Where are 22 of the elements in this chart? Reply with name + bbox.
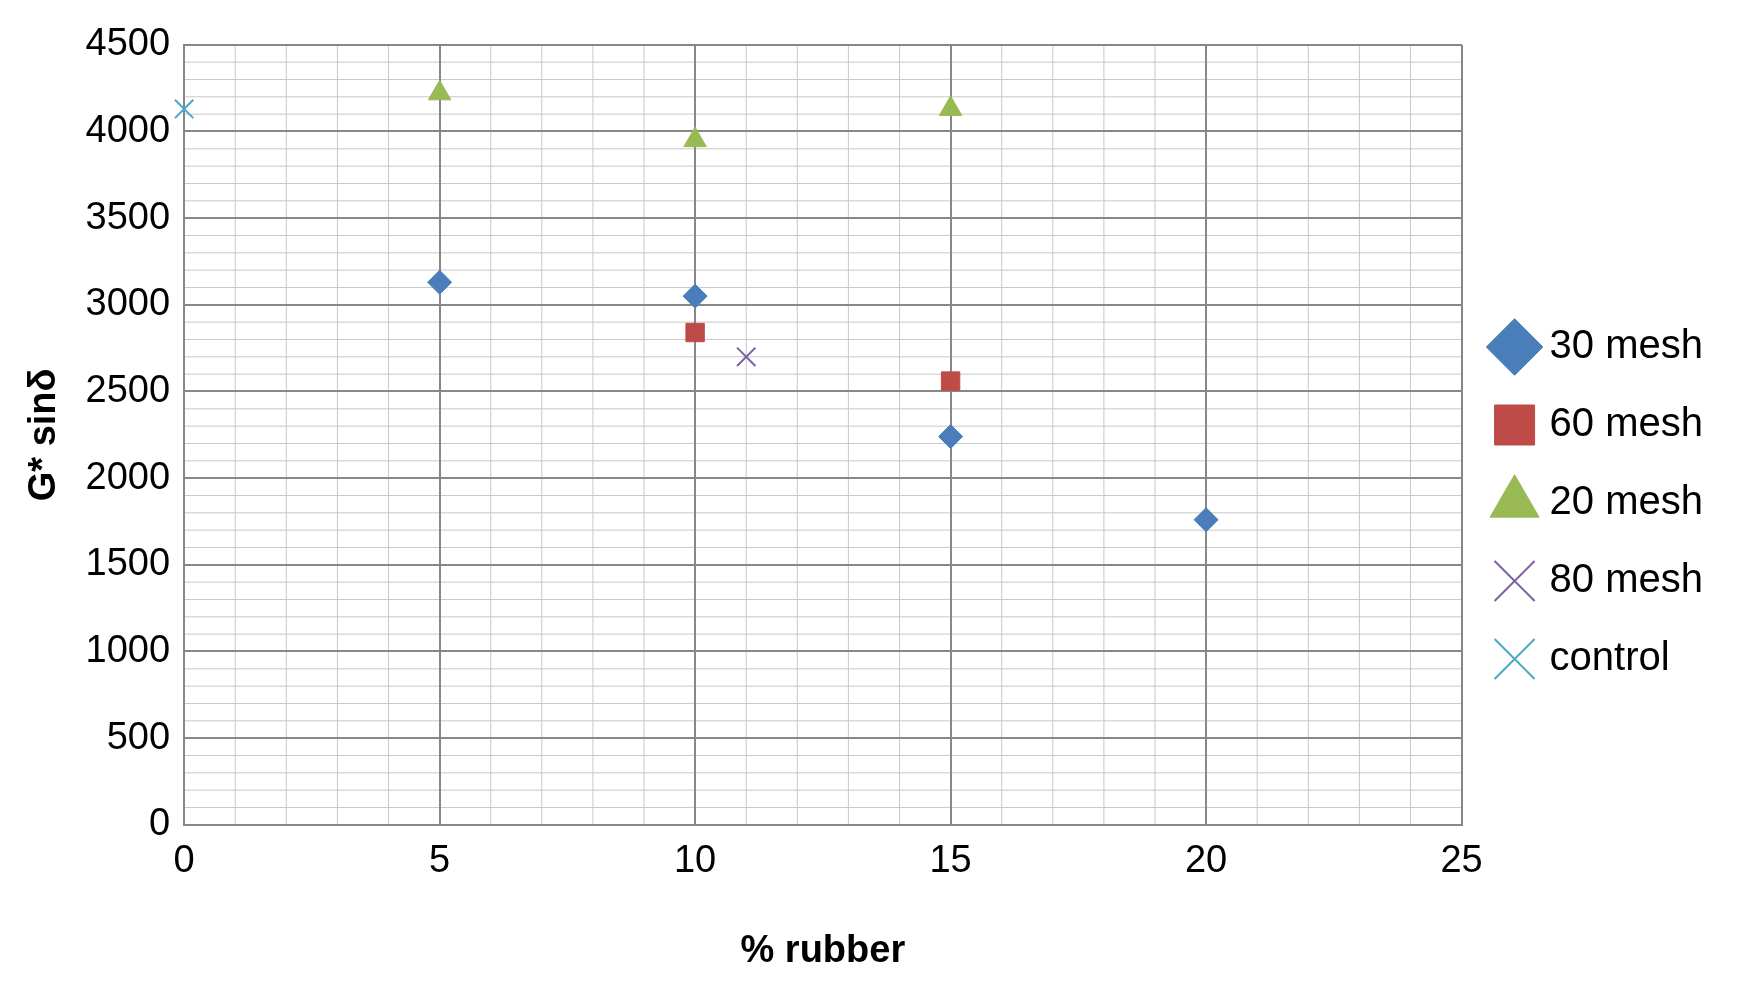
legend-label: 20 mesh — [1549, 478, 1703, 523]
y-tick-label: 1000 — [85, 627, 171, 670]
y-tick-label: 1500 — [85, 541, 171, 584]
y-tick-label: 2000 — [85, 454, 171, 497]
y-tick-label: 3000 — [85, 281, 171, 324]
y-tick-label: 4000 — [85, 107, 171, 150]
x-tick-label: 10 — [673, 838, 717, 881]
y-tick-label: 2500 — [85, 367, 171, 410]
y-tick-label: 0 — [148, 801, 171, 844]
x-tick-label: 5 — [429, 838, 451, 881]
x-tick-label: 25 — [1440, 838, 1483, 881]
y-tick-label: 3500 — [85, 194, 171, 237]
y-tick-label: 4500 — [85, 21, 171, 64]
legend-label: 60 mesh — [1549, 400, 1703, 445]
x-tick-label: 15 — [929, 838, 972, 881]
legend-label: 30 mesh — [1549, 322, 1703, 367]
legend-label: 80 mesh — [1549, 556, 1703, 601]
y-tick-label: 500 — [106, 714, 171, 757]
x-tick-label: 20 — [1184, 838, 1228, 881]
x-axis-title: % rubber — [740, 927, 906, 970]
legend-label: control — [1549, 634, 1670, 679]
y-axis-title: G* sinδ — [21, 368, 64, 502]
